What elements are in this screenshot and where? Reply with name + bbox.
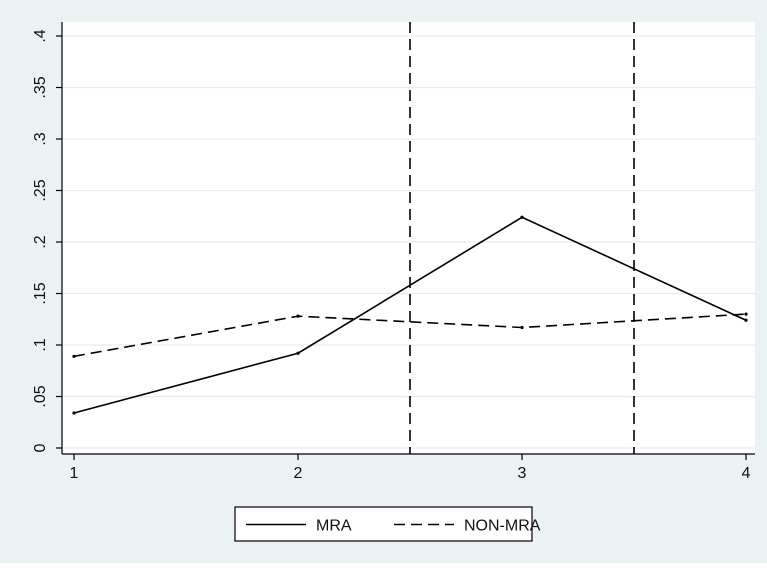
grid-lines	[62, 35, 755, 449]
y-tick-label: .2	[32, 235, 49, 248]
x-tick-label: 3	[518, 465, 527, 482]
data-point-non-mra-3	[520, 325, 524, 330]
data-point-mra-3	[520, 215, 524, 219]
legend: MRA NON-MRA	[234, 506, 541, 542]
data-point-non-mra-2	[296, 314, 300, 318]
data-point-non-mra-4	[744, 312, 748, 316]
reference-lines	[409, 22, 635, 454]
y-tick-label: .3	[32, 132, 49, 145]
plot-area	[62, 22, 755, 454]
x-tick-label: 4	[742, 465, 751, 482]
data-point-mra-1	[72, 411, 76, 415]
axes: 0 .05 .1 .15 .2 .25 .3 .35 .4 1 2 3 4	[32, 22, 755, 482]
legend-label-non-mra: NON-MRA	[464, 518, 541, 535]
x-tick-label: 1	[70, 465, 79, 482]
data-point-mra-2	[296, 351, 300, 355]
y-tick-label: 0	[32, 443, 49, 452]
series-line-non-mra	[73, 313, 747, 358]
y-tick-label: .35	[32, 76, 49, 98]
y-tick-label: .4	[32, 29, 49, 42]
series-lines	[72, 215, 748, 415]
x-tick-label: 2	[294, 465, 303, 482]
data-point-mra-4	[744, 318, 748, 322]
legend-label-mra: MRA	[316, 518, 352, 535]
series-line-mra	[73, 216, 747, 414]
y-tick-label: .1	[32, 338, 49, 351]
y-tick-label: .05	[32, 385, 49, 407]
y-tick-label: .15	[32, 282, 49, 304]
y-tick-label: .25	[32, 179, 49, 201]
data-point-non-mra-1	[72, 354, 76, 358]
